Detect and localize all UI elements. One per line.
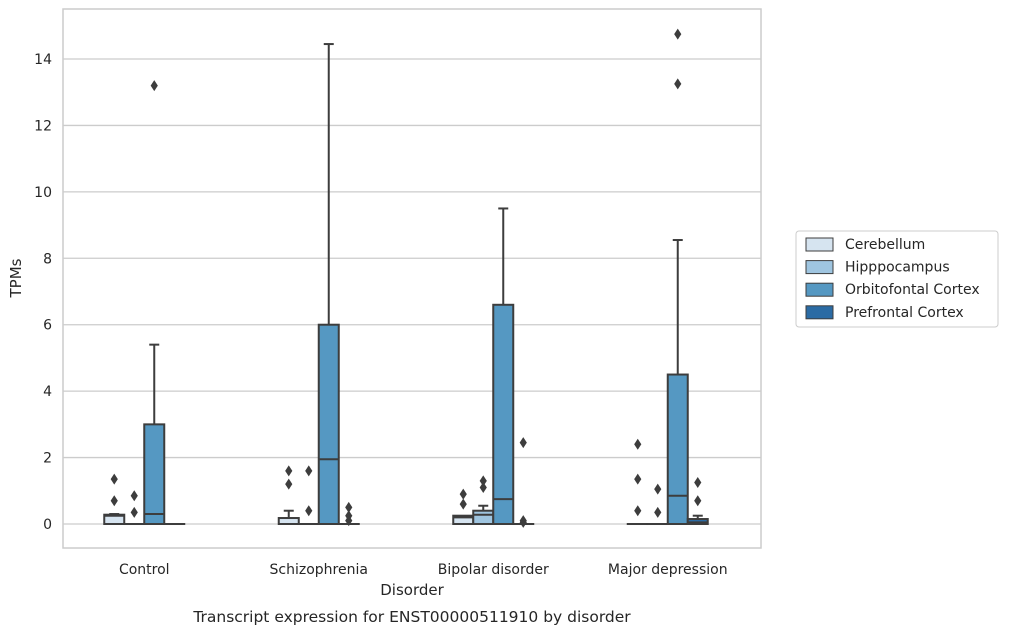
outlier-point bbox=[305, 505, 313, 517]
outlier-point bbox=[110, 495, 118, 507]
outlier-point bbox=[519, 437, 527, 449]
outlier-point bbox=[674, 78, 682, 90]
y-axis-label: TPMs bbox=[7, 258, 25, 298]
outlier-point bbox=[345, 510, 353, 522]
legend-frame bbox=[795, 230, 999, 328]
series-prefrontal-cortex bbox=[163, 437, 709, 528]
x-tick-label: Bipolar disorder bbox=[438, 562, 549, 578]
box bbox=[472, 509, 495, 526]
outlier-point bbox=[634, 438, 642, 450]
plot-area-frame bbox=[62, 8, 762, 549]
y-tick-label: 6 bbox=[43, 318, 52, 334]
legend-entry: Cerebellum bbox=[845, 237, 925, 253]
chart-caption: Transcript expression for ENST0000051191… bbox=[192, 608, 631, 626]
outlier-point bbox=[479, 475, 487, 487]
legend-swatch bbox=[805, 305, 834, 320]
grid-lines bbox=[63, 58, 761, 525]
outlier-point bbox=[694, 495, 702, 507]
box bbox=[492, 303, 515, 525]
box-plots bbox=[103, 28, 709, 528]
y-tick-label: 14 bbox=[34, 52, 52, 68]
box bbox=[143, 423, 166, 526]
series-orbitofontal-cortex bbox=[143, 28, 689, 526]
box bbox=[317, 323, 340, 526]
x-tick-label: Major depression bbox=[608, 562, 728, 578]
y-tick-label: 8 bbox=[43, 251, 52, 267]
outlier-point bbox=[130, 506, 138, 518]
legend-swatch bbox=[805, 237, 834, 252]
outlier-point bbox=[479, 481, 487, 493]
legend: Cerebellum Hipppocampus Orbitofontal Corte… bbox=[795, 230, 999, 328]
outlier-point bbox=[654, 483, 662, 495]
y-tick-label: 2 bbox=[43, 451, 52, 467]
outlier-point bbox=[459, 488, 467, 500]
outlier-point bbox=[694, 476, 702, 488]
outlier-point bbox=[634, 473, 642, 485]
y-tick-label: 0 bbox=[43, 517, 52, 533]
outlier-point bbox=[519, 515, 527, 527]
legend-swatch bbox=[805, 282, 834, 297]
outlier-point bbox=[305, 465, 313, 477]
y-tick-label: 4 bbox=[43, 384, 52, 400]
legend-entry: Orbitofontal Cortex bbox=[845, 282, 980, 298]
y-tick-label: 12 bbox=[34, 118, 52, 134]
outlier-point bbox=[110, 473, 118, 485]
x-tick-label: Schizophrenia bbox=[270, 562, 368, 578]
outlier-point bbox=[634, 505, 642, 517]
x-axis-ticks: Control Schizophrenia Bipolar disorder Majo… bbox=[119, 562, 728, 578]
outlier-point bbox=[459, 498, 467, 510]
outlier-point bbox=[285, 478, 293, 490]
outlier-point bbox=[150, 80, 158, 92]
y-axis-ticks: 0 2 4 6 8 10 12 14 bbox=[34, 52, 52, 533]
y-tick-label: 10 bbox=[34, 185, 52, 201]
series-cerebellum bbox=[103, 438, 649, 526]
x-axis-label: Disorder bbox=[380, 581, 444, 599]
outlier-point bbox=[654, 506, 662, 518]
outlier-point bbox=[345, 501, 353, 513]
legend-entry: Hipppocampus bbox=[845, 260, 950, 276]
series-hipppocampus bbox=[123, 465, 669, 526]
box bbox=[666, 373, 689, 525]
outlier-point bbox=[674, 28, 682, 40]
outlier-point bbox=[130, 490, 138, 502]
outlier-point bbox=[285, 465, 293, 477]
legend-swatch bbox=[805, 260, 834, 275]
x-tick-label: Control bbox=[119, 562, 170, 578]
legend-entry: Prefrontal Cortex bbox=[845, 305, 964, 321]
